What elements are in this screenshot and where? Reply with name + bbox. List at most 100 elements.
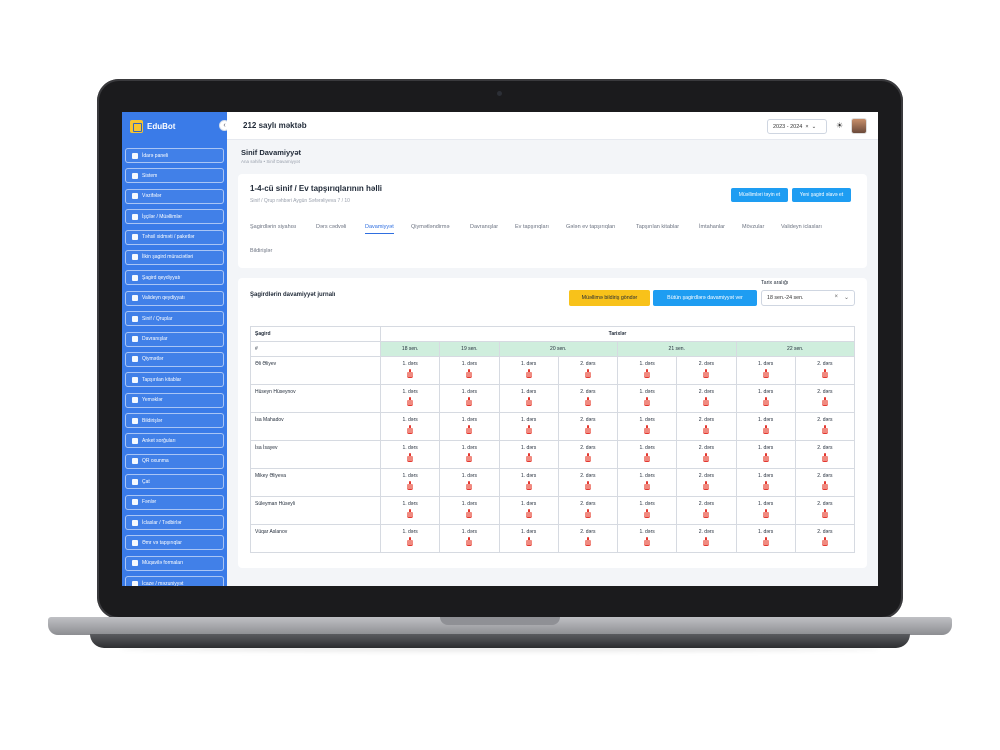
hand-pointer-icon[interactable] xyxy=(525,509,532,518)
hand-pointer-icon[interactable] xyxy=(703,481,710,490)
hand-pointer-icon[interactable] xyxy=(407,369,414,378)
hand-pointer-icon[interactable] xyxy=(407,481,414,490)
tab[interactable]: Tapşırılan kitablar xyxy=(636,224,680,230)
hand-pointer-icon[interactable] xyxy=(644,397,651,406)
hand-pointer-icon[interactable] xyxy=(525,481,532,490)
sidebar-item[interactable]: İlkin şagird müraciətləri xyxy=(125,249,224,265)
all-attendance-button[interactable]: Bütün şagirdlərə davamiyyət ver xyxy=(653,290,757,306)
hand-pointer-icon[interactable] xyxy=(525,537,532,546)
sidebar-item[interactable]: Şagird qeydiyyatı xyxy=(125,270,224,286)
hand-pointer-icon[interactable] xyxy=(644,481,651,490)
tab[interactable]: Valideyn iclasları xyxy=(781,224,822,230)
sidebar-item[interactable]: Tapşırılan kitablar xyxy=(125,372,224,388)
hand-pointer-icon[interactable] xyxy=(644,425,651,434)
hand-pointer-icon[interactable] xyxy=(466,453,473,462)
tab[interactable]: Gələn ev tapşırıqları xyxy=(566,224,616,230)
hand-pointer-icon[interactable] xyxy=(466,369,473,378)
hand-pointer-icon[interactable] xyxy=(703,397,710,406)
hand-pointer-icon[interactable] xyxy=(821,425,828,434)
hand-pointer-icon[interactable] xyxy=(821,537,828,546)
hand-pointer-icon[interactable] xyxy=(703,425,710,434)
assign-teachers-button[interactable]: Müəllimləri təyin et xyxy=(731,188,788,202)
sidebar-item[interactable]: Davranışlar xyxy=(125,331,224,347)
tab[interactable]: Mövzular xyxy=(742,224,765,230)
sidebar-item[interactable]: Təhsil xidməti / paketlər xyxy=(125,229,224,245)
clear-icon[interactable]: × xyxy=(834,294,838,300)
hand-pointer-icon[interactable] xyxy=(525,453,532,462)
sidebar-item[interactable]: Fənlər xyxy=(125,494,224,510)
tab[interactable]: Dərs cədvəli xyxy=(316,224,347,230)
hand-pointer-icon[interactable] xyxy=(703,369,710,378)
sidebar-item[interactable]: İşçilər / Müəllimlər xyxy=(125,209,224,225)
hand-pointer-icon[interactable] xyxy=(525,397,532,406)
sidebar-item[interactable]: Sinif / Qruplar xyxy=(125,311,224,327)
hand-pointer-icon[interactable] xyxy=(407,453,414,462)
hand-pointer-icon[interactable] xyxy=(466,425,473,434)
hand-pointer-icon[interactable] xyxy=(407,397,414,406)
sidebar-item[interactable]: İdarə paneli xyxy=(125,148,224,163)
sidebar-item[interactable]: Anket sorğuları xyxy=(125,433,224,449)
tab[interactable]: Bildirişlər xyxy=(250,248,273,254)
sun-icon[interactable]: ☀ xyxy=(836,121,844,130)
hand-pointer-icon[interactable] xyxy=(762,425,769,434)
sidebar-item[interactable]: Sistem xyxy=(125,168,224,184)
tab[interactable]: Davranışlar xyxy=(470,224,499,230)
tab[interactable]: Ev tapşırıqları xyxy=(515,224,549,230)
tab[interactable]: İmtahanlar xyxy=(699,224,725,230)
hand-pointer-icon[interactable] xyxy=(525,369,532,378)
sidebar-item[interactable]: Qiymətlər xyxy=(125,351,224,367)
hand-pointer-icon[interactable] xyxy=(762,537,769,546)
year-select[interactable]: 2023 - 2024 × ⌄ xyxy=(767,119,827,134)
hand-pointer-icon[interactable] xyxy=(821,509,828,518)
hand-pointer-icon[interactable] xyxy=(466,509,473,518)
hand-pointer-icon[interactable] xyxy=(407,509,414,518)
hand-pointer-icon[interactable] xyxy=(644,369,651,378)
sidebar-item[interactable]: Əmr və tapşırıqlar xyxy=(125,535,224,551)
add-student-button[interactable]: Yeni şagird əlavə et xyxy=(792,188,851,202)
sidebar-item[interactable]: Çat xyxy=(125,474,224,490)
hand-pointer-icon[interactable] xyxy=(821,369,828,378)
hand-pointer-icon[interactable] xyxy=(821,453,828,462)
hand-pointer-icon[interactable] xyxy=(703,509,710,518)
hand-pointer-icon[interactable] xyxy=(821,397,828,406)
hand-pointer-icon[interactable] xyxy=(584,369,591,378)
tab[interactable]: Şagirdlərin siyahısı xyxy=(250,224,297,230)
hand-pointer-icon[interactable] xyxy=(762,369,769,378)
tab[interactable]: Qiymətləndirmə xyxy=(411,224,450,230)
hand-pointer-icon[interactable] xyxy=(584,481,591,490)
hand-pointer-icon[interactable] xyxy=(762,509,769,518)
hand-pointer-icon[interactable] xyxy=(644,537,651,546)
hand-pointer-icon[interactable] xyxy=(762,453,769,462)
hand-pointer-icon[interactable] xyxy=(703,453,710,462)
avatar[interactable] xyxy=(851,118,867,134)
hand-pointer-icon[interactable] xyxy=(703,537,710,546)
sidebar-item[interactable]: QR oxunma xyxy=(125,453,224,469)
hand-pointer-icon[interactable] xyxy=(762,397,769,406)
hand-pointer-icon[interactable] xyxy=(407,537,414,546)
sidebar-item[interactable]: İclaslar / Tədbirlər xyxy=(125,515,224,531)
hand-pointer-icon[interactable] xyxy=(584,509,591,518)
clear-icon[interactable]: × xyxy=(805,123,809,130)
hand-pointer-icon[interactable] xyxy=(644,509,651,518)
sidebar-item[interactable]: İcaze / məzuniyyət xyxy=(125,576,224,586)
date-range-select[interactable]: 18 sen.-24 sen. × ⌄ xyxy=(761,290,855,306)
sidebar-item[interactable]: Bildirişlər xyxy=(125,413,224,429)
hand-pointer-icon[interactable] xyxy=(584,453,591,462)
sidebar-item[interactable]: Müqavilə formaları xyxy=(125,555,224,571)
hand-pointer-icon[interactable] xyxy=(821,481,828,490)
notify-teacher-button[interactable]: Müəllimə bildiriş göndər xyxy=(569,290,650,306)
hand-pointer-icon[interactable] xyxy=(762,481,769,490)
tab[interactable]: Davamiyyət xyxy=(365,224,394,234)
sidebar-item[interactable]: Yeməklər xyxy=(125,392,224,408)
hand-pointer-icon[interactable] xyxy=(525,425,532,434)
hand-pointer-icon[interactable] xyxy=(584,537,591,546)
hand-pointer-icon[interactable] xyxy=(584,397,591,406)
sidebar-item[interactable]: Vəzifələr xyxy=(125,188,224,204)
hand-pointer-icon[interactable] xyxy=(466,481,473,490)
hand-pointer-icon[interactable] xyxy=(466,397,473,406)
hand-pointer-icon[interactable] xyxy=(584,425,591,434)
brand[interactable]: EduBot xyxy=(122,112,227,140)
hand-pointer-icon[interactable] xyxy=(407,425,414,434)
sidebar-item[interactable]: Valideyn qeydiyyatı xyxy=(125,290,224,306)
hand-pointer-icon[interactable] xyxy=(644,453,651,462)
